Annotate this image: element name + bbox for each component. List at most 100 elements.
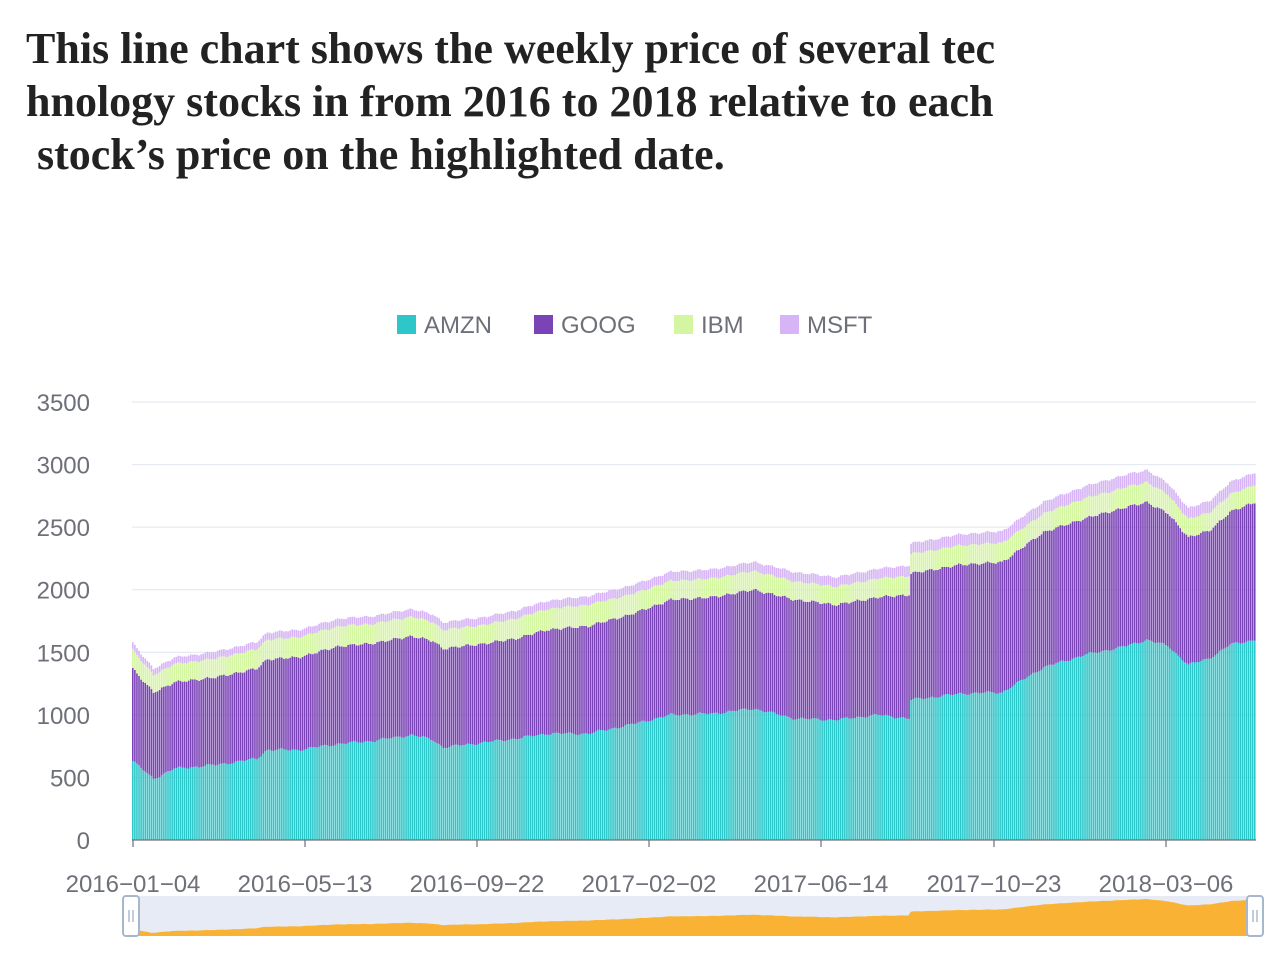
bar-msft-471[interactable]	[1106, 480, 1109, 494]
bar-amzn-37[interactable]	[208, 764, 211, 840]
bar-amzn-78[interactable]	[293, 749, 296, 840]
bar-goog-48[interactable]	[231, 674, 233, 764]
bar-stack-237[interactable]	[622, 587, 625, 840]
bar-stack-514[interactable]	[1195, 505, 1198, 840]
bar-ibm-50[interactable]	[235, 653, 238, 672]
bar-ibm-30[interactable]	[194, 661, 196, 680]
bar-ibm-97[interactable]	[332, 627, 335, 648]
bar-ibm-8[interactable]	[148, 668, 151, 687]
bar-goog-257[interactable]	[663, 602, 666, 717]
bar-stack-435[interactable]	[1032, 508, 1035, 840]
bar-goog-42[interactable]	[218, 675, 221, 764]
bar-goog-194[interactable]	[533, 633, 536, 737]
bar-stack-278[interactable]	[707, 569, 710, 840]
bar-amzn-422[interactable]	[1005, 690, 1008, 840]
bar-goog-38[interactable]	[210, 678, 213, 765]
bar-ibm-183[interactable]	[510, 618, 513, 639]
bar-ibm-504[interactable]	[1175, 504, 1177, 523]
bar-msft-447[interactable]	[1057, 495, 1059, 508]
bar-msft-472[interactable]	[1109, 480, 1111, 493]
bar-stack-217[interactable]	[581, 596, 583, 840]
bar-msft-4[interactable]	[140, 654, 142, 662]
bar-ibm-348[interactable]	[852, 583, 854, 602]
bar-ibm-163[interactable]	[469, 626, 472, 646]
bar-goog-274[interactable]	[699, 596, 701, 713]
bar-goog-302[interactable]	[757, 590, 759, 710]
bar-amzn-408[interactable]	[976, 692, 979, 840]
bar-goog-113[interactable]	[365, 642, 368, 741]
bar-goog-191[interactable]	[527, 634, 529, 736]
bar-amzn-302[interactable]	[757, 709, 759, 840]
bar-ibm-373[interactable]	[904, 577, 906, 596]
bar-goog-138[interactable]	[417, 638, 420, 737]
bar-goog-468[interactable]	[1100, 512, 1103, 652]
bar-msft-454[interactable]	[1071, 490, 1074, 502]
bar-stack-3[interactable]	[138, 650, 140, 840]
bar-amzn-189[interactable]	[523, 736, 525, 840]
bar-msft-402[interactable]	[964, 534, 966, 546]
bar-amzn-217[interactable]	[581, 733, 583, 840]
bar-msft-28[interactable]	[189, 654, 192, 662]
bar-goog-458[interactable]	[1080, 521, 1082, 657]
bar-amzn-14[interactable]	[160, 775, 163, 840]
bar-ibm-478[interactable]	[1121, 488, 1124, 509]
bar-amzn-292[interactable]	[736, 710, 739, 840]
bar-stack-488[interactable]	[1142, 471, 1144, 840]
bar-stack-334[interactable]	[823, 575, 825, 840]
bar-goog-325[interactable]	[804, 601, 807, 719]
bar-goog-218[interactable]	[583, 625, 585, 734]
bar-goog-7[interactable]	[146, 684, 149, 774]
bar-msft-292[interactable]	[736, 564, 739, 574]
bar-amzn-34[interactable]	[202, 766, 204, 840]
bar-msft-404[interactable]	[968, 533, 970, 545]
bar-amzn-88[interactable]	[314, 747, 316, 840]
bar-amzn-236[interactable]	[620, 727, 623, 840]
bar-amzn-321[interactable]	[796, 719, 799, 840]
bar-msft-311[interactable]	[775, 568, 778, 578]
bar-stack-283[interactable]	[717, 569, 720, 840]
bar-amzn-413[interactable]	[986, 691, 989, 840]
bar-msft-232[interactable]	[612, 589, 614, 599]
bar-ibm-464[interactable]	[1092, 496, 1095, 517]
bar-ibm-236[interactable]	[620, 597, 623, 618]
bar-ibm-453[interactable]	[1069, 503, 1072, 524]
bar-stack-297[interactable]	[746, 563, 749, 840]
bar-ibm-16[interactable]	[165, 668, 167, 687]
bar-ibm-37[interactable]	[208, 659, 211, 678]
bar-amzn-458[interactable]	[1080, 656, 1082, 840]
bar-amzn-140[interactable]	[421, 736, 424, 840]
bar-goog-444[interactable]	[1051, 530, 1053, 665]
bar-ibm-175[interactable]	[494, 621, 496, 641]
bar-amzn-506[interactable]	[1179, 657, 1182, 841]
bar-amzn-415[interactable]	[991, 692, 993, 840]
bar-ibm-290[interactable]	[732, 575, 734, 595]
bar-msft-325[interactable]	[804, 573, 807, 584]
bar-goog-125[interactable]	[390, 639, 393, 739]
bar-ibm-192[interactable]	[529, 614, 532, 635]
bar-ibm-484[interactable]	[1133, 484, 1136, 505]
bar-msft-74[interactable]	[285, 631, 287, 639]
bar-stack-163[interactable]	[469, 619, 472, 840]
bar-amzn-313[interactable]	[779, 715, 782, 840]
bar-stack-169[interactable]	[481, 616, 484, 840]
bar-stack-393[interactable]	[945, 536, 948, 841]
bar-goog-498[interactable]	[1162, 510, 1165, 644]
bar-msft-509[interactable]	[1185, 505, 1188, 517]
bar-ibm-158[interactable]	[459, 628, 461, 648]
bar-stack-370[interactable]	[897, 566, 900, 840]
bar-msft-263[interactable]	[676, 571, 679, 582]
bar-msft-425[interactable]	[1011, 524, 1014, 536]
bar-goog-3[interactable]	[138, 676, 140, 766]
bar-amzn-207[interactable]	[560, 734, 563, 840]
bar-goog-102[interactable]	[343, 646, 345, 744]
bar-stack-151[interactable]	[444, 622, 447, 840]
bar-msft-351[interactable]	[858, 572, 861, 583]
bar-amzn-339[interactable]	[833, 720, 836, 840]
bar-stack-343[interactable]	[842, 575, 844, 840]
bar-amzn-279[interactable]	[709, 713, 712, 840]
bar-ibm-47[interactable]	[229, 655, 231, 675]
bar-msft-147[interactable]	[436, 617, 438, 625]
bar-amzn-82[interactable]	[301, 750, 304, 840]
bar-stack-446[interactable]	[1055, 496, 1057, 840]
bar-goog-24[interactable]	[181, 681, 184, 768]
